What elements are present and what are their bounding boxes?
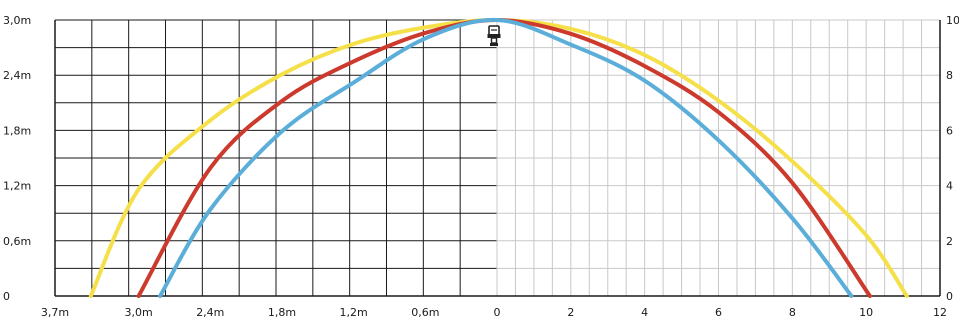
right-x-tick-label: 4 xyxy=(641,306,648,319)
right-y-tick-label: 10 xyxy=(946,14,959,27)
right-x-tick-label: 12 xyxy=(933,306,947,319)
right-y-tick-label: 6 xyxy=(946,124,953,137)
left-x-tick-label: 3,0m xyxy=(125,306,153,319)
right-x-tick-label: 8 xyxy=(789,306,796,319)
sprinkler-head-icon xyxy=(487,25,501,46)
right-x-tick-label: 6 xyxy=(715,306,722,319)
tick-labels: 0 0,6m 1,2m 1,8m 2,4m 3,0m 3,7m 3,0m 2,4m 1,8m 1,2… xyxy=(3,14,959,319)
left-x-tick-label: 3,7m xyxy=(41,306,69,319)
left-y-tick-label: 1,8m xyxy=(3,124,31,137)
right-y-tick-label: 4 xyxy=(946,180,953,193)
axes xyxy=(54,20,941,297)
left-x-tick-label: 1,8m xyxy=(268,306,296,319)
right-x-tick-label: 10 xyxy=(859,306,873,319)
left-x-tick-label: 0,6m xyxy=(411,306,439,319)
left-x-tick-label: 0 xyxy=(494,306,501,319)
left-y-tick-label: 1,2m xyxy=(3,180,31,193)
left-x-tick-label: 1,2m xyxy=(340,306,368,319)
right-y-tick-label: 8 xyxy=(946,69,953,82)
left-y-tick-label: 3,0m xyxy=(3,14,31,27)
right-y-tick-label: 2 xyxy=(946,235,953,248)
right-grid xyxy=(496,19,941,297)
left-y-tick-label: 2,4m xyxy=(3,69,31,82)
left-x-tick-label: 2,4m xyxy=(196,306,224,319)
right-x-tick-label: 2 xyxy=(567,306,574,319)
trajectory-curves xyxy=(88,17,909,298)
left-y-tick-label: 0,6m xyxy=(3,235,31,248)
left-grid xyxy=(54,19,498,297)
left-y-tick-label: 0 xyxy=(3,290,10,303)
right-y-tick-label: 0 xyxy=(946,290,953,303)
blue-trajectory xyxy=(158,17,854,298)
